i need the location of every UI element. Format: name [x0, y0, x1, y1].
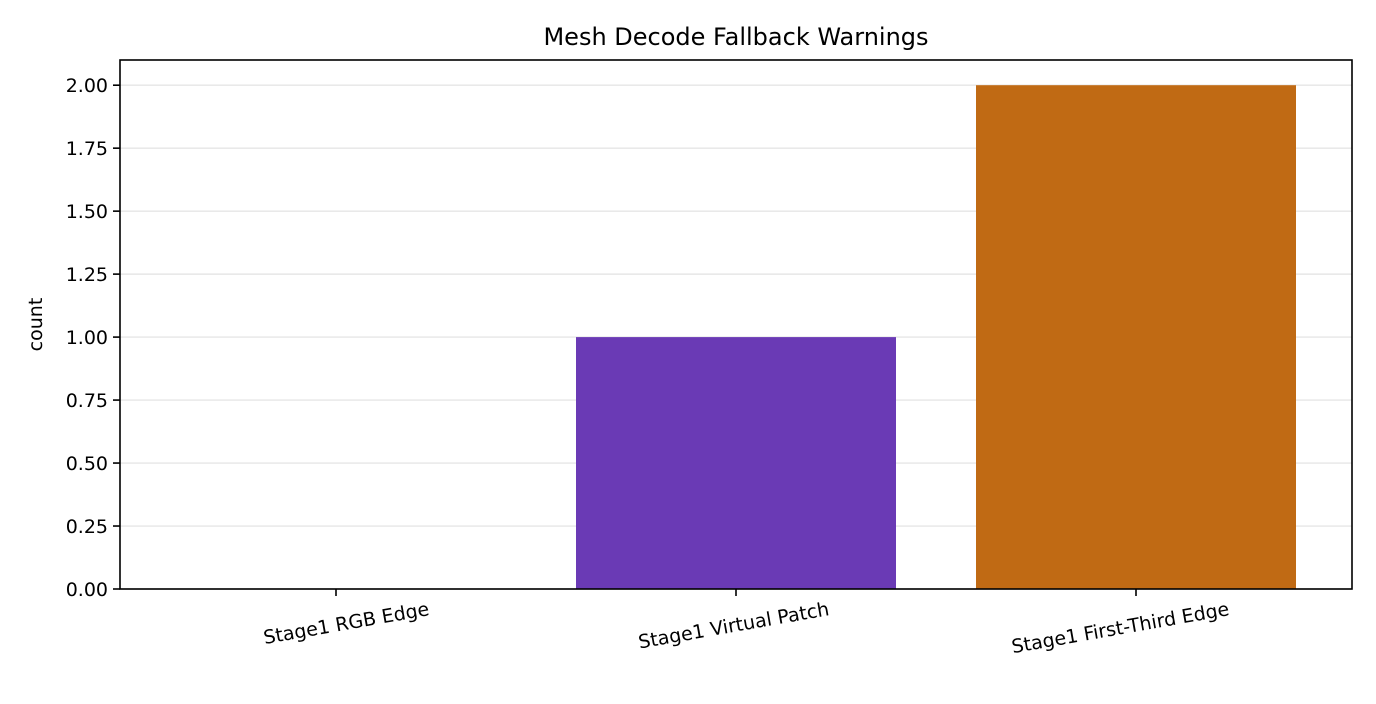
x-tick-label: Stage1 Virtual Patch: [637, 598, 831, 653]
bars: [576, 85, 1296, 589]
y-tick-label: 0.00: [66, 579, 108, 601]
y-axis-label: count: [25, 298, 47, 352]
chart-title: Mesh Decode Fallback Warnings: [543, 23, 928, 51]
bar: [976, 85, 1296, 589]
y-axis-ticks: 0.00 0.25 0.50 0.75 1.00 1.25 1.50 1.75 2.00: [66, 75, 120, 601]
x-tick-label: Stage1 First-Third Edge: [1010, 598, 1231, 658]
y-tick-label: 1.00: [66, 327, 108, 349]
y-tick-label: 0.75: [66, 390, 108, 412]
x-tick-label: Stage1 RGB Edge: [262, 598, 431, 649]
y-tick-label: 0.25: [66, 516, 108, 538]
bar: [576, 337, 896, 589]
y-tick-label: 1.25: [66, 264, 108, 286]
y-tick-label: 0.50: [66, 453, 108, 475]
y-tick-label: 1.50: [66, 201, 108, 223]
x-axis-ticks: Stage1 RGB Edge Stage1 Virtual Patch Stage…: [262, 589, 1231, 658]
y-tick-label: 1.75: [66, 138, 108, 160]
y-tick-label: 2.00: [66, 75, 108, 97]
